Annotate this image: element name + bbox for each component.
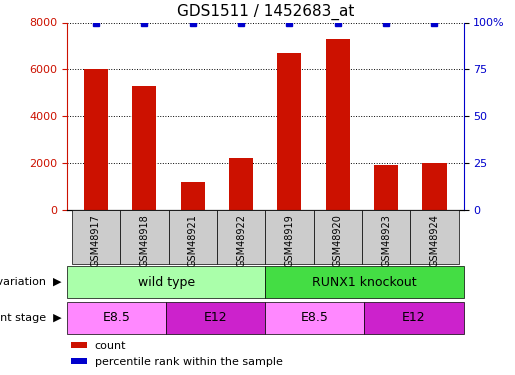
Bar — [71, 358, 87, 364]
Bar — [166, 302, 265, 334]
Bar — [168, 210, 217, 264]
Text: GSM48917: GSM48917 — [91, 214, 101, 267]
Bar — [410, 210, 459, 264]
Bar — [67, 302, 166, 334]
Bar — [422, 163, 447, 210]
Text: GSM48923: GSM48923 — [381, 214, 391, 267]
Text: count: count — [95, 341, 126, 351]
Bar — [265, 210, 314, 264]
Text: E8.5: E8.5 — [102, 311, 130, 324]
Text: GSM48920: GSM48920 — [333, 214, 343, 267]
Bar — [181, 182, 205, 210]
Bar — [217, 210, 265, 264]
Bar — [71, 342, 87, 348]
Text: percentile rank within the sample: percentile rank within the sample — [95, 357, 283, 367]
Bar — [132, 86, 157, 210]
Text: E12: E12 — [402, 311, 426, 324]
Bar — [120, 210, 168, 264]
Text: GSM48922: GSM48922 — [236, 214, 246, 267]
Bar — [374, 165, 398, 210]
Text: GSM48918: GSM48918 — [140, 214, 149, 267]
Text: E12: E12 — [204, 311, 228, 324]
Bar — [277, 53, 301, 210]
Text: wild type: wild type — [138, 276, 195, 289]
Text: GSM48919: GSM48919 — [284, 214, 295, 267]
Text: genotype/variation  ▶: genotype/variation ▶ — [0, 277, 62, 287]
Bar — [365, 302, 464, 334]
Text: development stage  ▶: development stage ▶ — [0, 313, 62, 323]
Bar — [72, 210, 120, 264]
Bar — [265, 266, 464, 298]
Bar — [229, 159, 253, 210]
Text: E8.5: E8.5 — [301, 311, 329, 324]
Bar — [314, 210, 362, 264]
Text: RUNX1 knockout: RUNX1 knockout — [312, 276, 417, 289]
Bar — [325, 39, 350, 210]
Bar — [84, 69, 108, 210]
Text: GSM48924: GSM48924 — [430, 214, 439, 267]
Bar — [67, 266, 265, 298]
Bar — [265, 302, 365, 334]
Title: GDS1511 / 1452683_at: GDS1511 / 1452683_at — [177, 3, 354, 20]
Bar — [362, 210, 410, 264]
Text: GSM48921: GSM48921 — [187, 214, 198, 267]
